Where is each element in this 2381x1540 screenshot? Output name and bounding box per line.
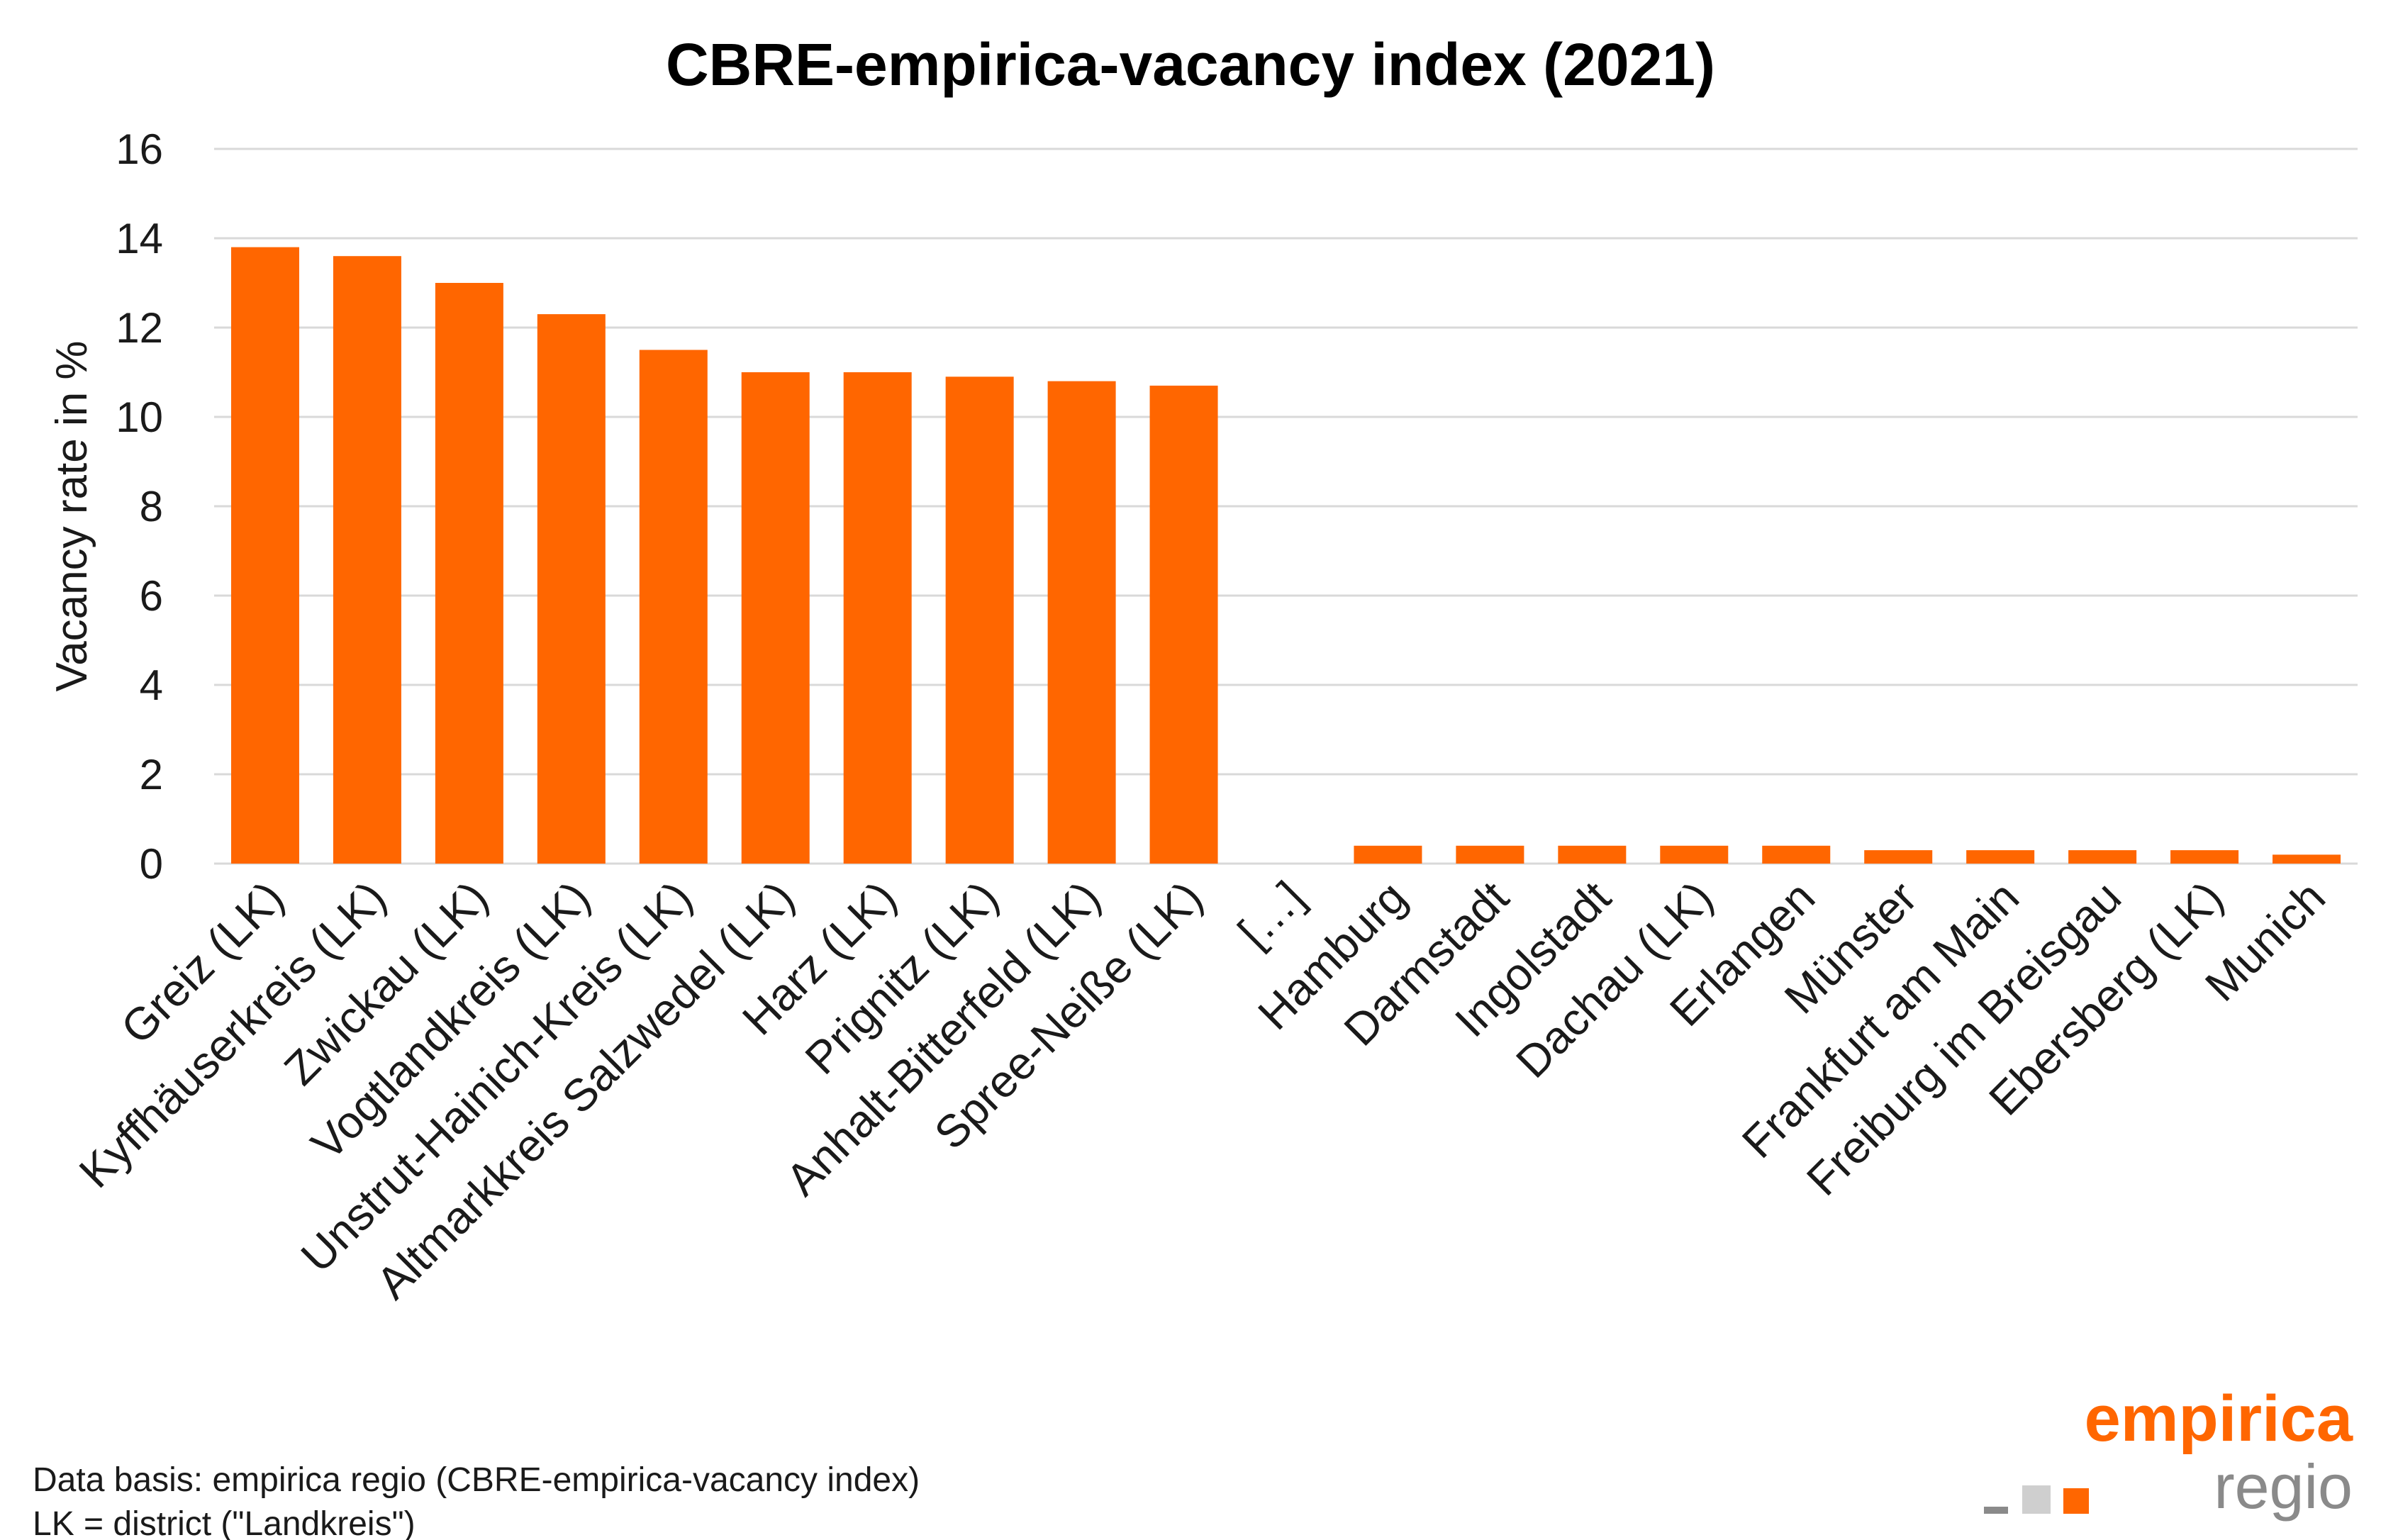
bar: [639, 350, 708, 864]
bars: [230, 247, 2341, 864]
bar: [1660, 845, 1729, 864]
logo-subtitle: regio: [2214, 1451, 2353, 1522]
bar: [1354, 845, 1422, 864]
logo-square-gray-dash: [1984, 1507, 2008, 1514]
bar: [230, 247, 299, 864]
footnote-data-basis: Data basis: empirica regio (CBRE-empiric…: [33, 1461, 920, 1499]
chart-title: CBRE-empirica-vacancy index (2021): [666, 31, 1715, 98]
y-tick-label: 2: [140, 751, 163, 798]
bar: [1762, 845, 1831, 864]
y-tick-label: 0: [140, 840, 163, 888]
bar: [1149, 385, 1218, 864]
gridlines: [214, 147, 2358, 865]
bar: [1558, 845, 1627, 864]
bar: [2273, 854, 2341, 864]
empirica-regio-logo: empirica regio: [1984, 1386, 2353, 1521]
bar: [1864, 850, 1933, 864]
bar: [1966, 850, 2035, 864]
bar: [435, 283, 503, 864]
y-tick-labels: 0 2 4 6 8 10 12 14 16: [116, 125, 163, 888]
bar: [333, 256, 401, 864]
bar: [2068, 850, 2137, 864]
y-tick-label: 8: [140, 483, 163, 530]
logo-wordmark: empirica: [2084, 1383, 2353, 1455]
y-tick-label: 16: [116, 125, 163, 173]
bar: [741, 372, 810, 864]
y-tick-label: 10: [116, 394, 163, 441]
footnote-lk-definition: LK = district ("Landkreis"): [33, 1505, 416, 1540]
logo-square-light-gray: [2022, 1485, 2051, 1514]
x-tick-label: […]: [1228, 871, 1314, 957]
bar: [843, 372, 912, 864]
x-tick-labels: Greiz (LK)Kyffhäuserkreis (LK)Zwickau (L…: [69, 871, 2335, 1309]
y-tick-label: 4: [140, 662, 163, 709]
bar: [1047, 381, 1116, 864]
bar: [1456, 845, 1524, 864]
y-tick-label: 6: [140, 572, 163, 620]
y-tick-label: 12: [116, 304, 163, 352]
y-axis-title: Vacancy rate in %: [48, 340, 96, 691]
y-tick-label: 14: [116, 215, 163, 262]
logo-square-orange: [2063, 1488, 2089, 1514]
bar: [945, 376, 1014, 864]
bar: [537, 314, 606, 864]
bar: [2170, 850, 2239, 864]
